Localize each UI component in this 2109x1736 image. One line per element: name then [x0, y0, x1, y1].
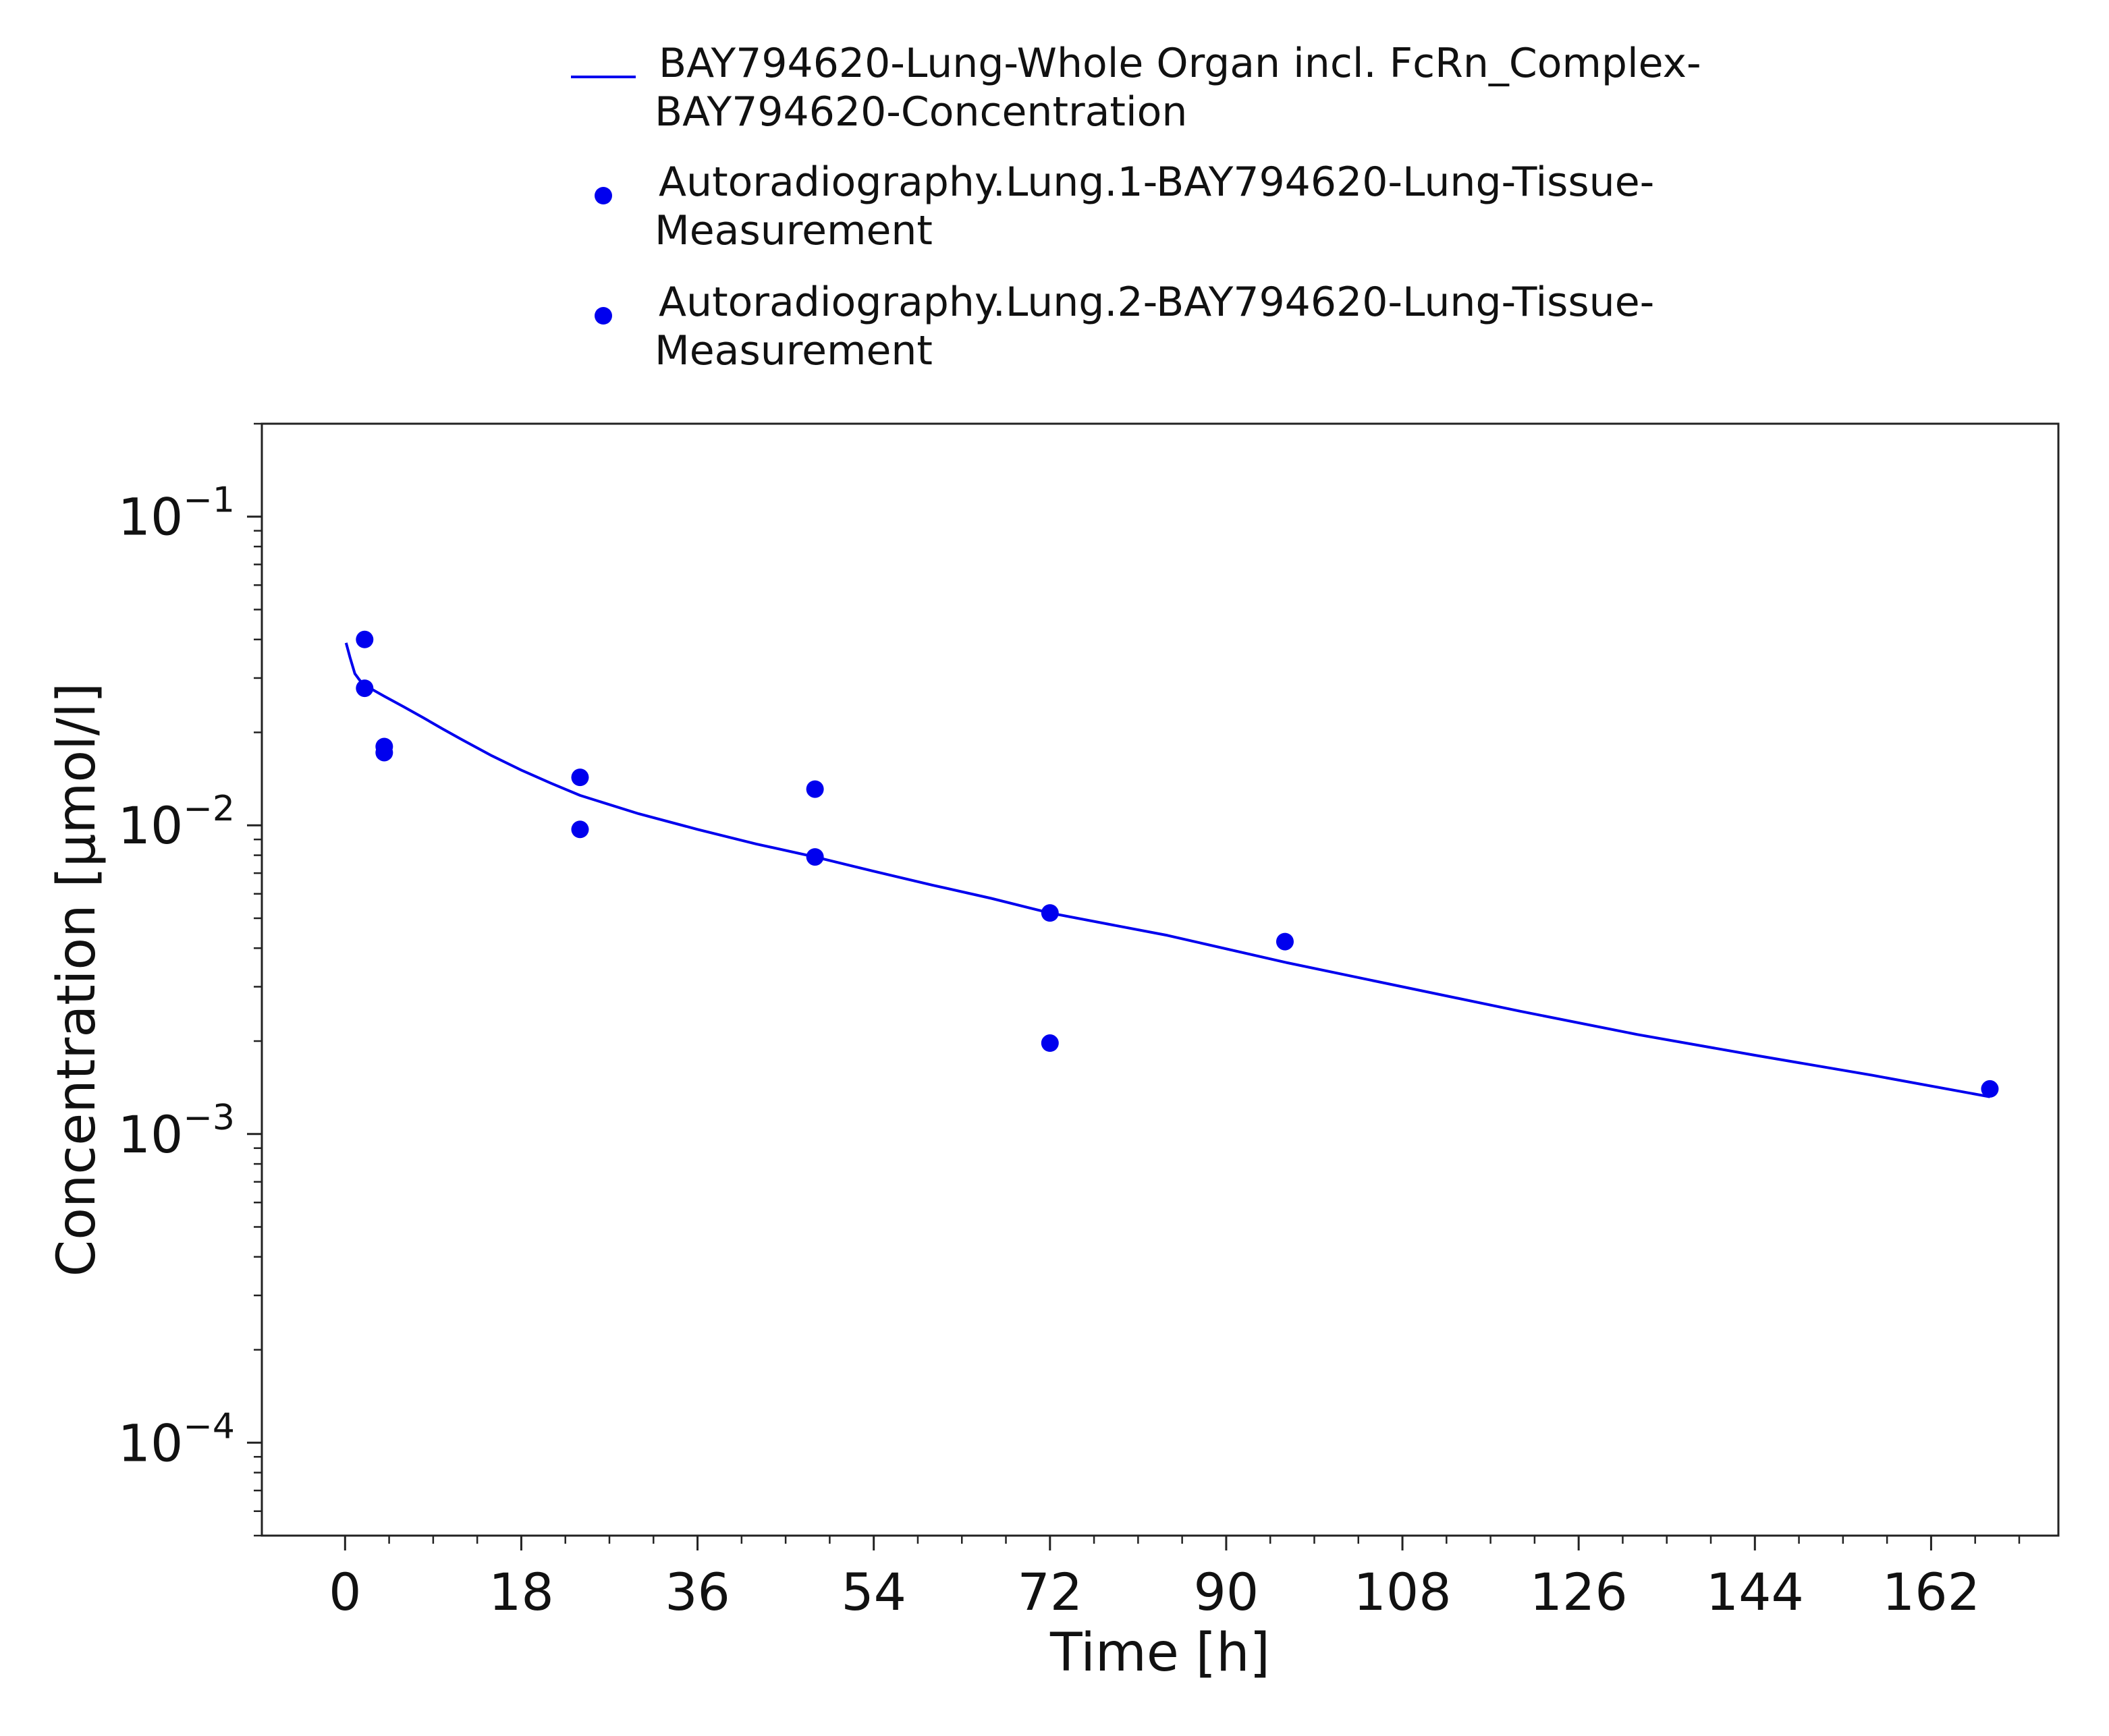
- series-layer: [344, 630, 1999, 1098]
- legend-label: BAY794620-Concentration: [655, 88, 1187, 136]
- simulation-line: [344, 642, 1990, 1098]
- legend-label: BAY794620-Lung-Whole Organ incl. FcRn_Co…: [659, 40, 1701, 87]
- x-tick-label: 126: [1530, 1562, 1628, 1622]
- x-tick-label: 72: [1017, 1562, 1083, 1622]
- x-tick-label: 144: [1706, 1562, 1804, 1622]
- data-point-series-2: [1041, 1034, 1059, 1053]
- x-tick-label: 36: [665, 1562, 730, 1622]
- y-tick-label: 10−2: [118, 789, 235, 856]
- legend-dot-marker: [595, 307, 612, 325]
- y-axis-title: Concentration [µmol/l]: [47, 683, 107, 1277]
- legend: BAY794620-Lung-Whole Organ incl. FcRn_Co…: [571, 40, 1701, 374]
- data-point-series-2: [356, 679, 374, 698]
- x-axis-title: Time [h]: [1049, 1623, 1270, 1683]
- x-axis: 0 18 36 54 72 90 108 126 144 162: [329, 1536, 2021, 1622]
- data-point-series-1: [1041, 904, 1059, 922]
- y-tick-label: 10−3: [118, 1098, 235, 1165]
- legend-label: Autoradiography.Lung.2-BAY794620-Lung-Ti…: [659, 279, 1654, 326]
- x-tick-label: 162: [1882, 1562, 1980, 1622]
- data-point-series-1: [356, 630, 374, 648]
- legend-label: Autoradiography.Lung.1-BAY794620-Lung-Ti…: [659, 159, 1654, 206]
- x-tick-label: 108: [1354, 1562, 1452, 1622]
- x-tick-label: 90: [1194, 1562, 1259, 1622]
- plot-area: [261, 422, 2060, 1537]
- data-point-series-1: [571, 768, 589, 787]
- data-point-series-1: [1981, 1080, 1999, 1098]
- y-axis: 10−1 10−2 10−3 10−4: [118, 422, 262, 1537]
- legend-label: Measurement: [655, 207, 933, 254]
- x-tick-label: 54: [841, 1562, 906, 1622]
- y-tick-label: 10−1: [118, 480, 235, 547]
- y-tick-label: 10−4: [118, 1406, 235, 1473]
- data-point-series-1: [1276, 932, 1294, 951]
- data-point-series-1: [806, 780, 824, 798]
- legend-dot-marker: [595, 187, 612, 204]
- data-point-series-2: [571, 820, 589, 839]
- x-tick-label: 18: [489, 1562, 554, 1622]
- data-point-series-2: [806, 848, 824, 866]
- legend-label: Measurement: [655, 327, 933, 374]
- data-point-series-2: [375, 744, 393, 762]
- x-tick-label: 0: [329, 1562, 361, 1622]
